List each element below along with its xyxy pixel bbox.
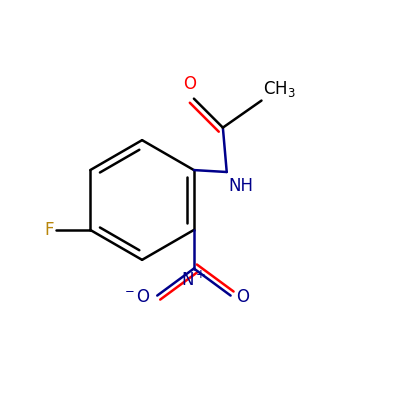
Text: O: O [184, 75, 196, 93]
Text: CH$_3$: CH$_3$ [264, 79, 296, 99]
Text: NH: NH [229, 177, 254, 195]
Text: N$^+$: N$^+$ [181, 270, 207, 290]
Text: F: F [44, 221, 54, 239]
Text: O: O [236, 288, 249, 306]
Text: $^-$O: $^-$O [122, 288, 152, 306]
